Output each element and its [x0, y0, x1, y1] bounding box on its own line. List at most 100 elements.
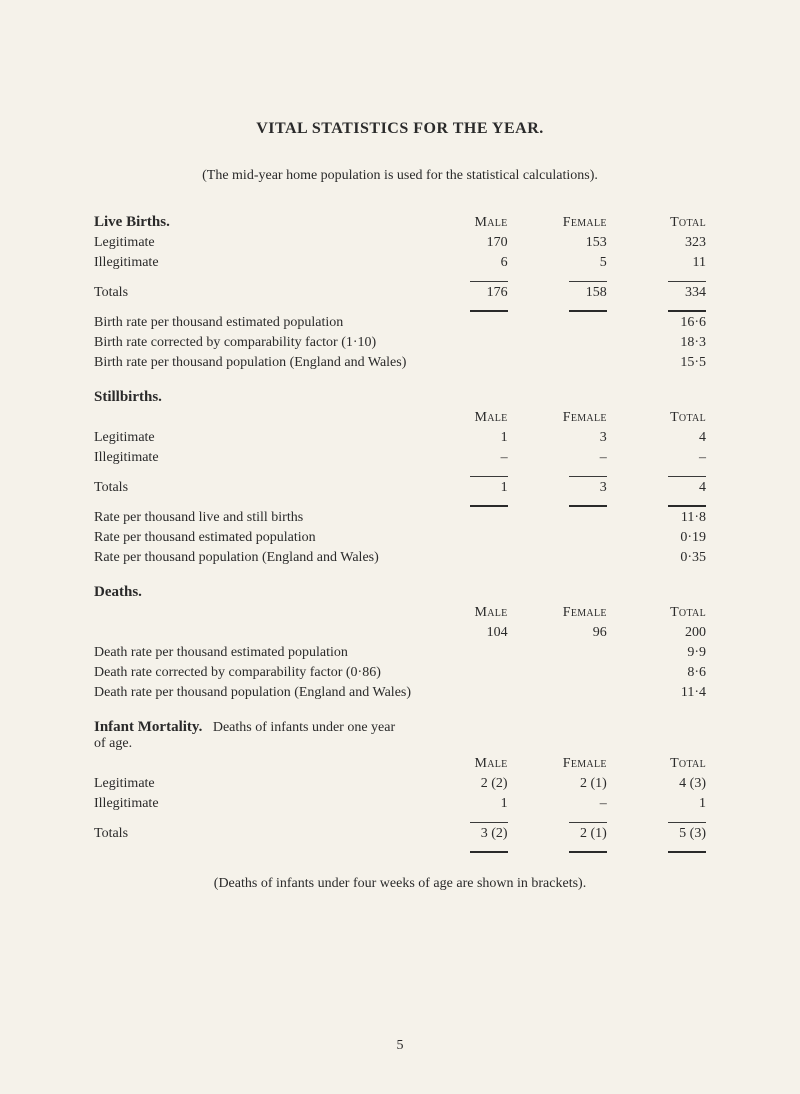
table-row: Legitimate 170 153 323 — [90, 233, 710, 253]
rate-value: 11·4 — [623, 683, 710, 703]
cell: 3 — [512, 428, 611, 448]
col-total: Total — [611, 212, 710, 233]
cell: 323 — [611, 233, 710, 253]
cell: 4 (3) — [611, 774, 710, 794]
totals-label: Totals — [90, 283, 412, 303]
cell: 104 — [412, 623, 511, 643]
stillbirths-table: Stillbirths. Male Female Total Legitimat… — [90, 387, 710, 508]
row-label: Illegitimate — [90, 794, 412, 814]
totals-label: Totals — [90, 824, 412, 844]
row-label: Illegitimate — [90, 253, 412, 273]
cell: 1 — [412, 794, 511, 814]
live-births-rates: Birth rate per thousand estimated popula… — [90, 313, 710, 373]
cell: 200 — [611, 623, 710, 643]
cell: – — [512, 794, 611, 814]
rate-value: 16·6 — [623, 313, 710, 333]
cell: 1 — [611, 794, 710, 814]
cell: 153 — [512, 233, 611, 253]
rate-label: Birth rate per thousand estimated popula… — [90, 313, 524, 333]
col-male: Male — [412, 212, 511, 233]
rate-value: 11·8 — [623, 508, 710, 528]
rate-row: Death rate corrected by comparability fa… — [90, 663, 710, 683]
rate-row: Birth rate per thousand estimated popula… — [90, 313, 710, 333]
cell: 334 — [611, 283, 710, 303]
live-births-table: Live Births. Male Female Total Legitimat… — [90, 212, 710, 313]
deaths-table: Deaths. Male Female Total 104 96 200 — [90, 582, 710, 643]
col-male: Male — [412, 603, 511, 623]
rate-value: 0·19 — [623, 528, 710, 548]
rate-row: Death rate per thousand population (Engl… — [90, 683, 710, 703]
rate-row: Birth rate corrected by comparability fa… — [90, 333, 710, 353]
cell: 3 (2) — [412, 824, 511, 844]
bracket-note: (Deaths of infants under four weeks of a… — [90, 876, 710, 892]
rate-value: 9·9 — [623, 643, 710, 663]
stillbirths-heading: Stillbirths. — [90, 387, 412, 408]
infant-mortality-table: Infant Mortality. Deaths of infants unde… — [90, 717, 710, 854]
cell: 96 — [512, 623, 611, 643]
totals-row: Totals 1 3 4 — [90, 478, 710, 498]
cell: 2 (2) — [412, 774, 511, 794]
col-total: Total — [611, 754, 710, 774]
cell: 5 (3) — [611, 824, 710, 844]
table-row: 104 96 200 — [90, 623, 710, 643]
rate-label: Birth rate per thousand population (Engl… — [90, 353, 524, 373]
cell: 4 — [611, 428, 710, 448]
deaths-rates: Death rate per thousand estimated popula… — [90, 643, 710, 703]
live-births-heading: Live Births. — [90, 212, 412, 233]
rate-value: 18·3 — [623, 333, 710, 353]
cell: 2 (1) — [512, 824, 611, 844]
row-label: Legitimate — [90, 774, 412, 794]
col-male: Male — [412, 408, 511, 428]
rate-value: 15·5 — [623, 353, 710, 373]
infant-mortality-head-text: Infant Mortality. — [94, 719, 202, 735]
col-female: Female — [512, 408, 611, 428]
col-female: Female — [512, 754, 611, 774]
table-row: Illegitimate 6 5 11 — [90, 253, 710, 273]
page-number: 5 — [0, 1038, 800, 1054]
cell: 3 — [512, 478, 611, 498]
rate-label: Death rate per thousand estimated popula… — [90, 643, 524, 663]
cell: 1 — [412, 428, 511, 448]
rate-value: 0·35 — [623, 548, 710, 568]
rate-label: Death rate corrected by comparability fa… — [90, 663, 524, 683]
cell: 6 — [412, 253, 511, 273]
table-row: Legitimate 1 3 4 — [90, 428, 710, 448]
rate-row: Rate per thousand live and still births … — [90, 508, 710, 528]
cell: – — [412, 448, 511, 468]
row-label: Legitimate — [90, 428, 412, 448]
col-male: Male — [412, 754, 511, 774]
totals-label: Totals — [90, 478, 412, 498]
infant-mortality-heading: Infant Mortality. Deaths of infants unde… — [90, 717, 412, 754]
page: VITAL STATISTICS FOR THE YEAR. (The mid-… — [0, 0, 800, 1094]
rate-value: 8·6 — [623, 663, 710, 683]
rate-label: Rate per thousand live and still births — [90, 508, 524, 528]
rate-label: Birth rate corrected by comparability fa… — [90, 333, 524, 353]
cell: 1 — [412, 478, 511, 498]
col-female: Female — [512, 603, 611, 623]
cell: 170 — [412, 233, 511, 253]
col-total: Total — [611, 408, 710, 428]
totals-row: Totals 176 158 334 — [90, 283, 710, 303]
rate-row: Rate per thousand population (England an… — [90, 548, 710, 568]
table-row: Legitimate 2 (2) 2 (1) 4 (3) — [90, 774, 710, 794]
rate-row: Death rate per thousand estimated popula… — [90, 643, 710, 663]
col-total: Total — [611, 603, 710, 623]
row-label: Legitimate — [90, 233, 412, 253]
stillbirths-rates: Rate per thousand live and still births … — [90, 508, 710, 568]
rate-label: Rate per thousand estimated population — [90, 528, 524, 548]
cell: 5 — [512, 253, 611, 273]
totals-row: Totals 3 (2) 2 (1) 5 (3) — [90, 824, 710, 844]
rate-label: Rate per thousand population (England an… — [90, 548, 524, 568]
rate-row: Rate per thousand estimated population 0… — [90, 528, 710, 548]
rate-label: Death rate per thousand population (Engl… — [90, 683, 524, 703]
col-female: Female — [512, 212, 611, 233]
table-row: Illegitimate 1 – 1 — [90, 794, 710, 814]
page-subtitle: (The mid-year home population is used fo… — [90, 168, 710, 184]
cell: – — [611, 448, 710, 468]
rate-row: Birth rate per thousand population (Engl… — [90, 353, 710, 373]
row-label: Illegitimate — [90, 448, 412, 468]
cell: 176 — [412, 283, 511, 303]
deaths-heading: Deaths. — [90, 582, 412, 603]
cell: 4 — [611, 478, 710, 498]
cell: 158 — [512, 283, 611, 303]
